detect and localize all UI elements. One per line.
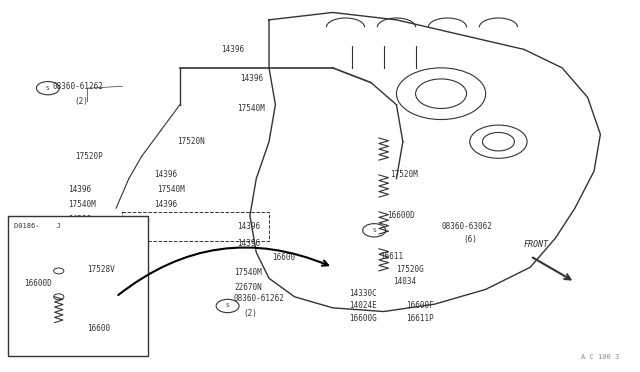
Text: 17540M: 17540M (157, 185, 185, 194)
Text: 14024E: 14024E (349, 301, 376, 311)
Text: 17540M: 17540M (234, 268, 262, 277)
FancyBboxPatch shape (8, 215, 148, 356)
Text: 08360-61262: 08360-61262 (234, 294, 285, 303)
Text: 14396: 14396 (68, 215, 92, 224)
Text: 16611: 16611 (381, 251, 404, 261)
Text: 16611P: 16611P (406, 314, 434, 323)
Text: 16600: 16600 (272, 253, 295, 263)
Text: 08360-63062: 08360-63062 (441, 222, 492, 231)
Text: 14396: 14396 (68, 185, 92, 194)
Text: 17520N: 17520N (177, 137, 204, 146)
Text: 16600: 16600 (88, 324, 111, 333)
Text: 14396: 14396 (221, 45, 244, 54)
Text: 14396: 14396 (237, 239, 260, 248)
Text: (2): (2) (244, 309, 257, 318)
Text: 17520P: 17520P (75, 152, 102, 161)
Text: 16600F: 16600F (406, 301, 434, 311)
Text: 17540M: 17540M (68, 200, 96, 209)
Text: S: S (226, 304, 230, 308)
Text: 14396: 14396 (154, 200, 177, 209)
Text: 16600G: 16600G (349, 314, 376, 323)
Text: 22670N: 22670N (234, 283, 262, 292)
Text: 17540M: 17540M (237, 104, 265, 113)
Text: A C 100 3: A C 100 3 (581, 353, 620, 359)
Text: 14396: 14396 (237, 222, 260, 231)
Text: S: S (46, 86, 50, 91)
Text: 17520G: 17520G (396, 264, 424, 273)
Text: 14396: 14396 (154, 170, 177, 179)
Text: (2): (2) (75, 97, 88, 106)
Text: S: S (372, 228, 376, 233)
Text: 16600D: 16600D (24, 279, 51, 288)
Text: 14330C: 14330C (349, 289, 376, 298)
Text: 14396: 14396 (241, 74, 264, 83)
Text: D0186-    J: D0186- J (14, 223, 61, 229)
FancyArrowPatch shape (118, 247, 328, 295)
Text: 17528V: 17528V (88, 264, 115, 273)
Text: 17520M: 17520M (390, 170, 418, 179)
Text: 08360-61262: 08360-61262 (52, 82, 103, 91)
Text: 16600D: 16600D (387, 211, 415, 220)
Text: FRONT: FRONT (524, 240, 549, 249)
Text: 14034: 14034 (394, 278, 417, 286)
Text: (6): (6) (463, 235, 477, 244)
